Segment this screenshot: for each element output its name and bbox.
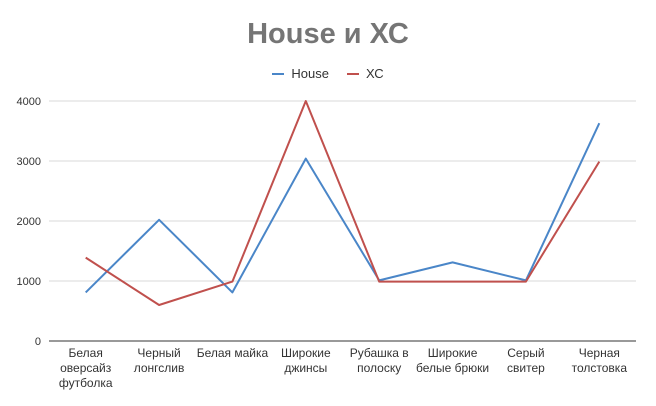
legend-item-house: House <box>272 66 329 81</box>
legend-item-xc: ХС <box>346 66 384 81</box>
y-tick-label: 4000 <box>17 96 41 108</box>
chart-title: House и ХС <box>247 18 409 50</box>
x-tick-label-line: Серый <box>507 346 544 360</box>
x-tick-label: Черный лонгслив <box>134 346 185 375</box>
x-tick-label: Серый свитер <box>507 346 545 375</box>
x-tick-label-line: оверсайз <box>60 361 112 375</box>
x-tick-label: Рубашка в полоску <box>350 346 409 375</box>
legend-label-xc: ХС <box>365 66 384 81</box>
series-line-xc <box>85 100 601 306</box>
legend-swatch-xc <box>346 72 359 75</box>
x-tick-label-line: футболка <box>59 376 113 390</box>
x-tick-label: Белая оверсайз футболка <box>59 346 113 390</box>
x-tick-label-line: Черная <box>579 346 620 360</box>
x-tick-label-line: лонгслив <box>134 361 185 375</box>
x-tick-label-line: толстовка <box>572 361 628 375</box>
x-tick-label-line: Белая майка <box>197 346 269 360</box>
x-tick-label: Широкие белые брюки <box>416 346 489 375</box>
x-tick-label-line: джинсы <box>284 361 327 375</box>
x-tick-label-line: свитер <box>507 361 545 375</box>
legend: House ХС <box>0 66 656 81</box>
y-tick-label: 0 <box>35 336 41 348</box>
x-tick-label: Черная толстовка <box>572 346 628 375</box>
y-tick-label: 1000 <box>17 276 41 288</box>
x-tick-label: Широкие джинсы <box>281 346 331 375</box>
x-tick-label-line: Белая <box>69 346 103 360</box>
x-tick-label-line: Широкие <box>428 346 478 360</box>
x-tick-label-line: белые брюки <box>416 361 489 375</box>
x-tick-label-line: Черный <box>137 346 180 360</box>
x-tick-label: Белая майка <box>197 346 269 360</box>
legend-label-house: House <box>291 66 329 81</box>
x-tick-label-line: полоску <box>357 361 401 375</box>
y-tick-label: 3000 <box>17 156 41 168</box>
series-line-house <box>84 122 601 294</box>
x-tick-label-line: Рубашка в <box>350 346 409 360</box>
x-tick-label-line: Широкие <box>281 346 331 360</box>
legend-swatch-house <box>272 72 285 75</box>
y-tick-label: 2000 <box>17 216 41 228</box>
